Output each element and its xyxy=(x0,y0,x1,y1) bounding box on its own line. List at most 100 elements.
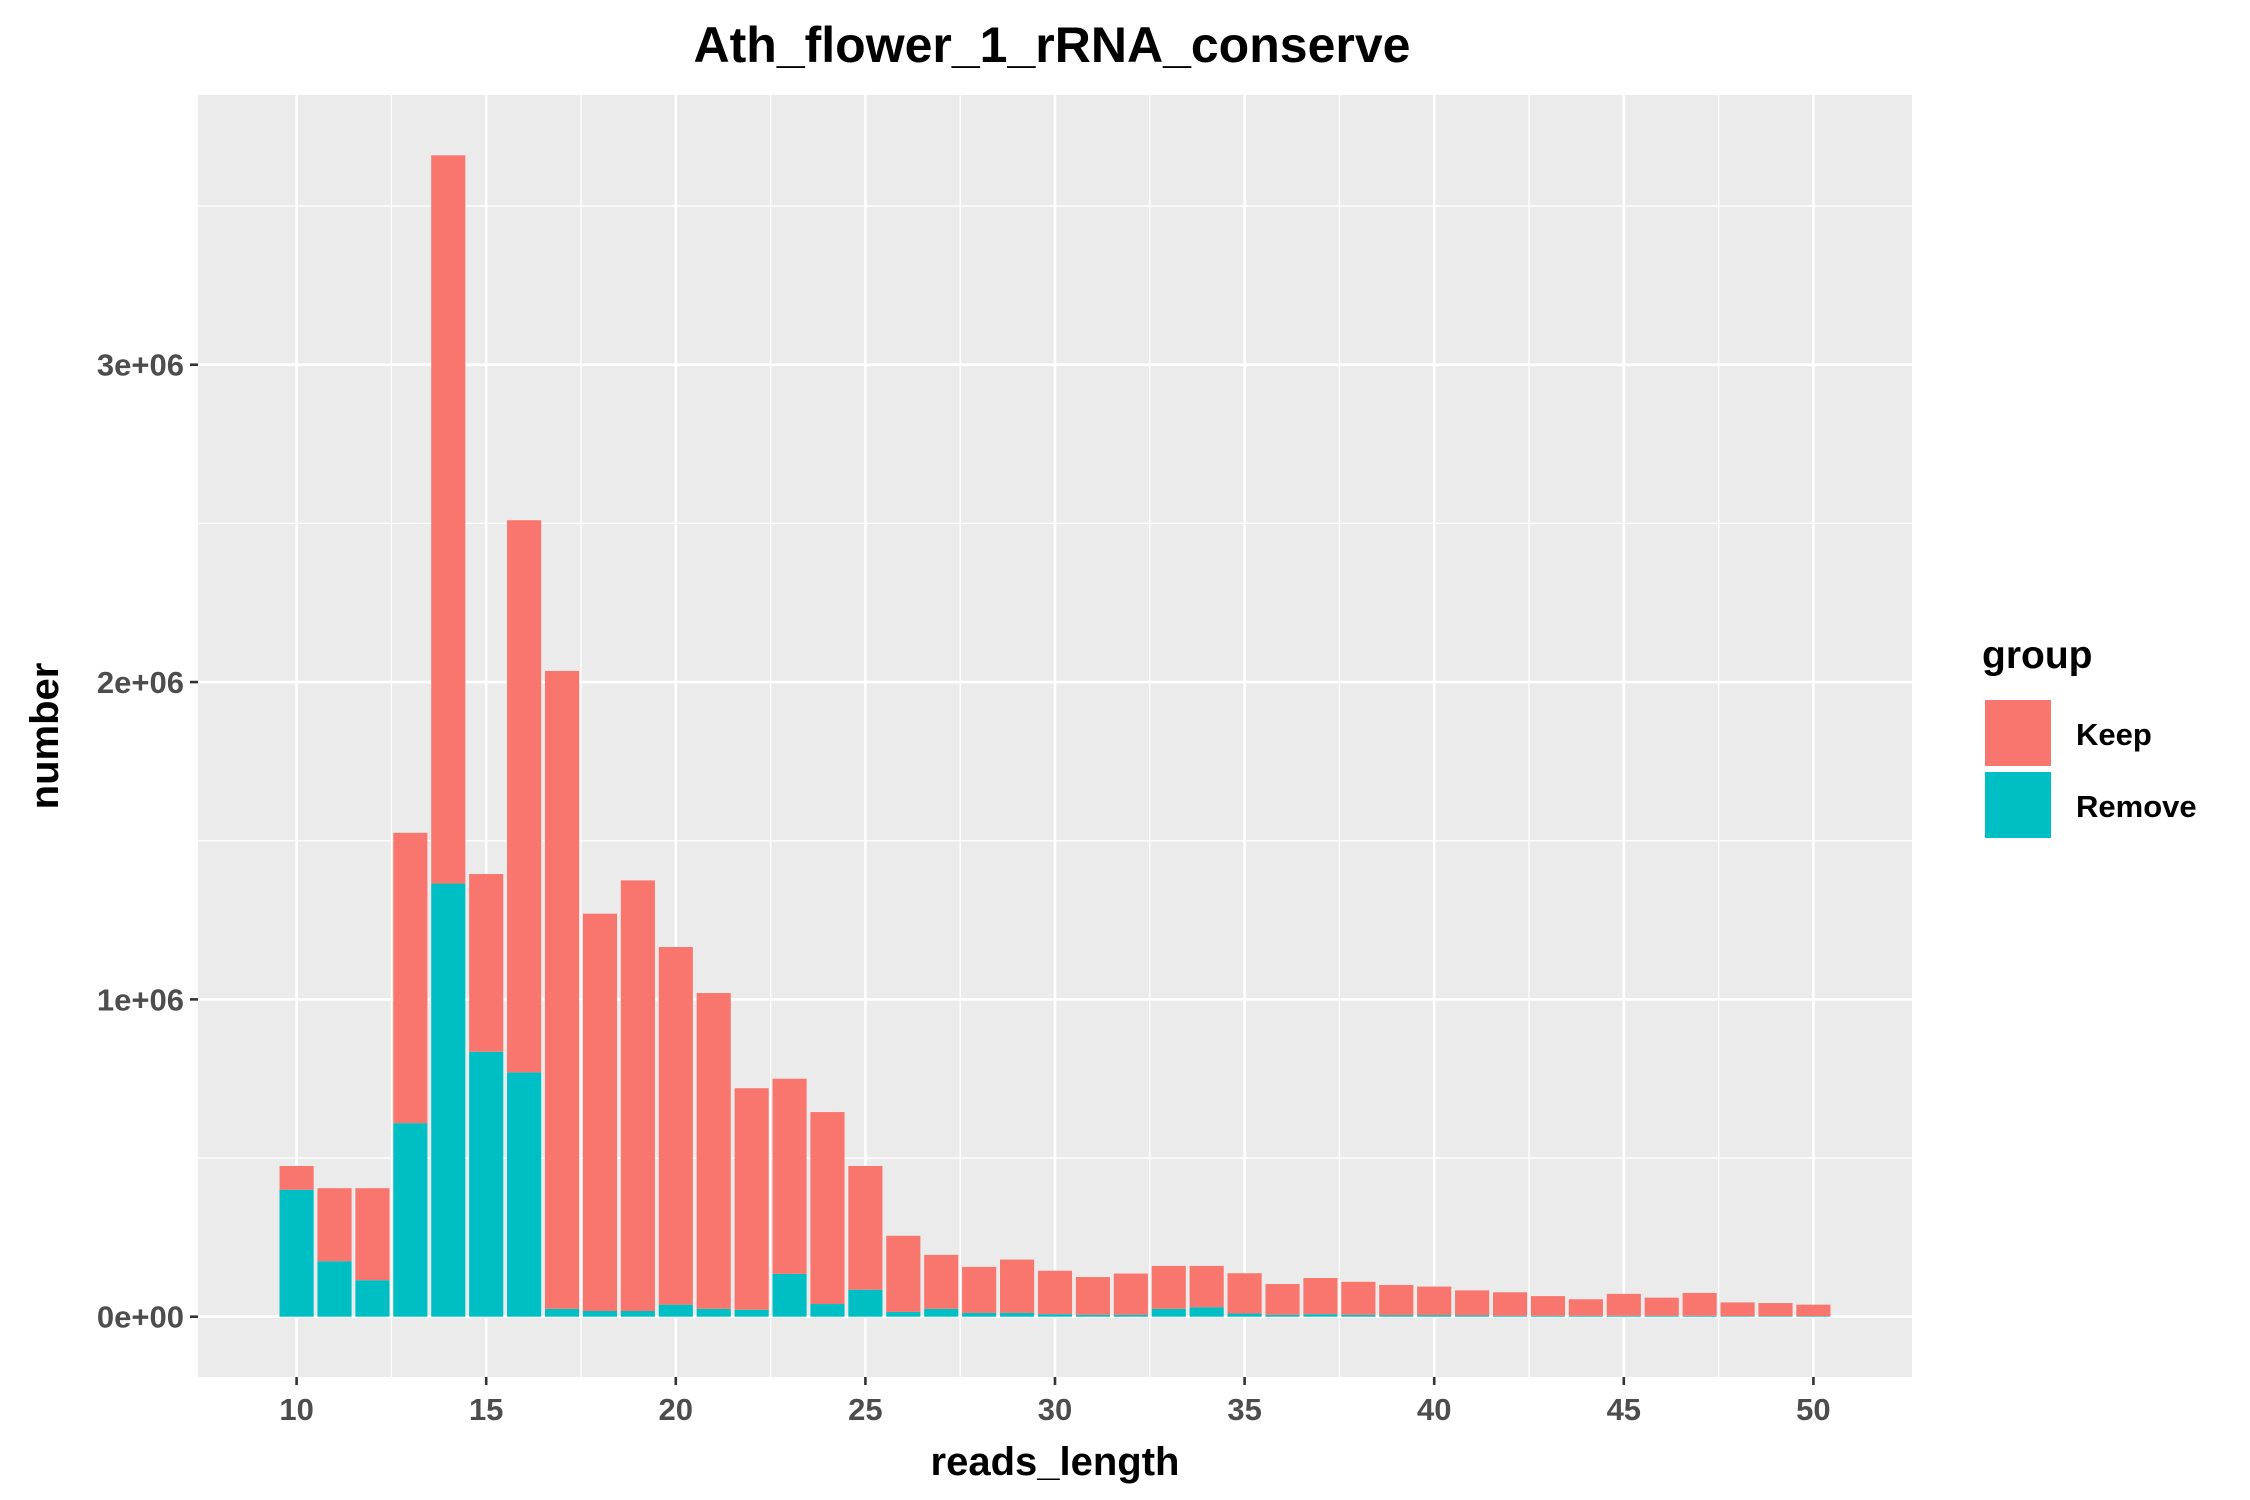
bar-remove-40 xyxy=(1417,1315,1452,1317)
bar-remove-37 xyxy=(1303,1314,1338,1317)
bar-remove-46 xyxy=(1644,1315,1679,1317)
bar-remove-13 xyxy=(393,1123,428,1317)
bar-remove-31 xyxy=(1075,1314,1110,1317)
bar-keep-42 xyxy=(1492,1292,1528,1316)
bar-remove-17 xyxy=(544,1308,580,1317)
x-tick-label: 40 xyxy=(1417,1392,1451,1427)
bar-remove-49 xyxy=(1758,1316,1793,1317)
bar-remove-25 xyxy=(848,1289,883,1317)
bar-remove-15 xyxy=(469,1051,504,1317)
bar-keep-34 xyxy=(1189,1265,1224,1308)
bar-remove-38 xyxy=(1341,1314,1376,1317)
bar-remove-43 xyxy=(1530,1315,1566,1317)
bar-remove-18 xyxy=(582,1310,618,1317)
bar-keep-14 xyxy=(431,155,466,884)
bar-remove-12 xyxy=(355,1280,390,1317)
y-tick-label: 0e+00 xyxy=(97,1300,184,1335)
bar-remove-21 xyxy=(696,1308,731,1317)
y-tick-label: 1e+06 xyxy=(97,982,184,1017)
bar-keep-11 xyxy=(317,1188,352,1262)
bar-remove-44 xyxy=(1568,1315,1603,1317)
bar-keep-10 xyxy=(279,1165,314,1190)
bar-keep-20 xyxy=(658,947,693,1305)
bar-keep-16 xyxy=(507,520,542,1073)
bar-keep-41 xyxy=(1455,1290,1490,1316)
bar-remove-14 xyxy=(431,883,466,1317)
bar-keep-22 xyxy=(734,1088,769,1310)
bar-keep-28 xyxy=(962,1266,997,1313)
bar-keep-46 xyxy=(1644,1297,1679,1316)
bar-remove-24 xyxy=(810,1304,845,1317)
x-tick-label: 30 xyxy=(1038,1392,1072,1427)
bar-keep-32 xyxy=(1113,1273,1148,1315)
x-tick-label: 20 xyxy=(659,1392,693,1427)
y-axis-title: number xyxy=(23,663,67,810)
bar-remove-11 xyxy=(317,1261,352,1317)
bar-keep-37 xyxy=(1303,1277,1338,1315)
legend: group Keep Remove xyxy=(1982,634,2197,838)
bar-keep-44 xyxy=(1568,1299,1603,1316)
x-axis-title: reads_length xyxy=(931,1440,1180,1484)
bar-remove-47 xyxy=(1682,1315,1717,1317)
bar-keep-26 xyxy=(886,1235,921,1312)
bar-keep-23 xyxy=(772,1078,807,1274)
bar-remove-42 xyxy=(1492,1315,1528,1317)
bar-keep-27 xyxy=(924,1254,959,1309)
bar-keep-24 xyxy=(810,1112,845,1305)
bar-keep-47 xyxy=(1682,1292,1717,1316)
bar-remove-10 xyxy=(279,1189,314,1317)
bar-keep-45 xyxy=(1606,1293,1641,1316)
bar-remove-32 xyxy=(1113,1314,1148,1317)
bar-keep-31 xyxy=(1075,1277,1110,1315)
bar-keep-50 xyxy=(1796,1304,1831,1317)
x-axis: 10 15 20 25 30 35 40 45 50 xyxy=(279,1377,1831,1427)
bar-remove-48 xyxy=(1720,1316,1755,1317)
bar-remove-20 xyxy=(658,1304,693,1317)
x-tick-label: 15 xyxy=(469,1392,503,1427)
bar-keep-36 xyxy=(1265,1284,1300,1315)
bar-keep-17 xyxy=(544,670,580,1309)
bars xyxy=(279,155,1831,1317)
bar-remove-41 xyxy=(1455,1315,1490,1317)
bar-remove-28 xyxy=(962,1312,997,1317)
x-tick-label: 45 xyxy=(1607,1392,1641,1427)
bar-remove-34 xyxy=(1189,1307,1224,1317)
bar-keep-21 xyxy=(696,993,731,1309)
legend-key-remove xyxy=(1985,772,2051,838)
bar-remove-29 xyxy=(1000,1312,1035,1317)
bar-keep-25 xyxy=(848,1165,883,1290)
plot-panel xyxy=(198,95,1912,1377)
bar-keep-19 xyxy=(620,880,655,1311)
bar-keep-15 xyxy=(469,874,504,1052)
bar-keep-49 xyxy=(1758,1303,1793,1317)
bar-remove-16 xyxy=(507,1072,542,1317)
bar-keep-13 xyxy=(393,832,428,1124)
bar-remove-22 xyxy=(734,1309,769,1317)
bar-keep-12 xyxy=(355,1188,390,1281)
bar-remove-35 xyxy=(1227,1313,1262,1317)
bar-remove-50 xyxy=(1796,1316,1831,1317)
bar-keep-40 xyxy=(1417,1286,1452,1316)
bar-remove-19 xyxy=(620,1310,655,1317)
x-tick-label: 35 xyxy=(1227,1392,1261,1427)
x-tick-label: 10 xyxy=(279,1392,313,1427)
legend-label-keep: Keep xyxy=(2076,717,2152,752)
bar-remove-45 xyxy=(1606,1315,1641,1317)
bar-keep-33 xyxy=(1151,1265,1186,1309)
bar-keep-35 xyxy=(1227,1273,1262,1314)
legend-label-remove: Remove xyxy=(2076,789,2197,824)
bar-remove-30 xyxy=(1037,1314,1073,1317)
bar-keep-29 xyxy=(1000,1259,1035,1313)
bar-keep-39 xyxy=(1379,1284,1414,1316)
x-tick-label: 25 xyxy=(848,1392,882,1427)
bar-remove-36 xyxy=(1265,1314,1300,1317)
bar-keep-48 xyxy=(1720,1302,1755,1317)
chart-title: Ath_flower_1_rRNA_conserve xyxy=(694,17,1411,73)
bar-remove-33 xyxy=(1151,1308,1186,1317)
legend-key-keep xyxy=(1985,700,2051,766)
bar-keep-18 xyxy=(582,913,618,1311)
bar-remove-26 xyxy=(886,1311,921,1317)
legend-title: group xyxy=(1982,634,2092,677)
y-axis: 0e+00 1e+06 2e+06 3e+06 xyxy=(97,348,198,1335)
